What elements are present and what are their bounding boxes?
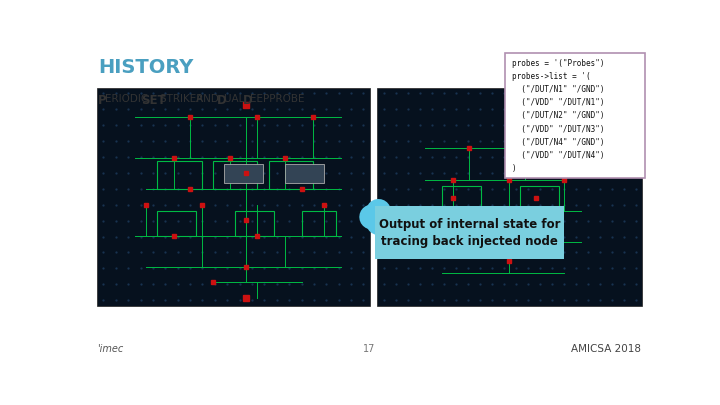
Text: D: D <box>217 94 226 107</box>
FancyBboxPatch shape <box>377 87 642 306</box>
FancyBboxPatch shape <box>364 208 397 226</box>
Text: SET: SET <box>141 94 166 107</box>
FancyBboxPatch shape <box>96 87 370 306</box>
Polygon shape <box>362 208 400 226</box>
Text: UAL: UAL <box>224 94 248 104</box>
Text: AMICSA 2018: AMICSA 2018 <box>571 343 642 354</box>
Text: P: P <box>99 94 107 107</box>
Text: HISTORY: HISTORY <box>99 58 194 77</box>
Text: STRIKER: STRIKER <box>160 94 207 104</box>
Text: AND: AND <box>197 94 222 104</box>
Text: D: D <box>243 94 252 107</box>
FancyBboxPatch shape <box>505 53 645 178</box>
FancyBboxPatch shape <box>374 206 564 259</box>
Text: 17: 17 <box>363 343 375 354</box>
Text: Output of internal state for
tracing back injected node: Output of internal state for tracing bac… <box>379 217 560 247</box>
FancyBboxPatch shape <box>285 164 324 183</box>
Text: EEPPROBE: EEPPROBE <box>250 94 305 104</box>
Text: 'imec: 'imec <box>96 343 123 354</box>
FancyBboxPatch shape <box>224 164 263 183</box>
Text: probes = '("Probes")
probes->list = '(
  ("/DUT/N1" "/GND")
  ("/VDD" "/DUT/N1"): probes = '("Probes") probes->list = '( (… <box>512 59 604 173</box>
Text: ERIODIC: ERIODIC <box>105 94 151 104</box>
